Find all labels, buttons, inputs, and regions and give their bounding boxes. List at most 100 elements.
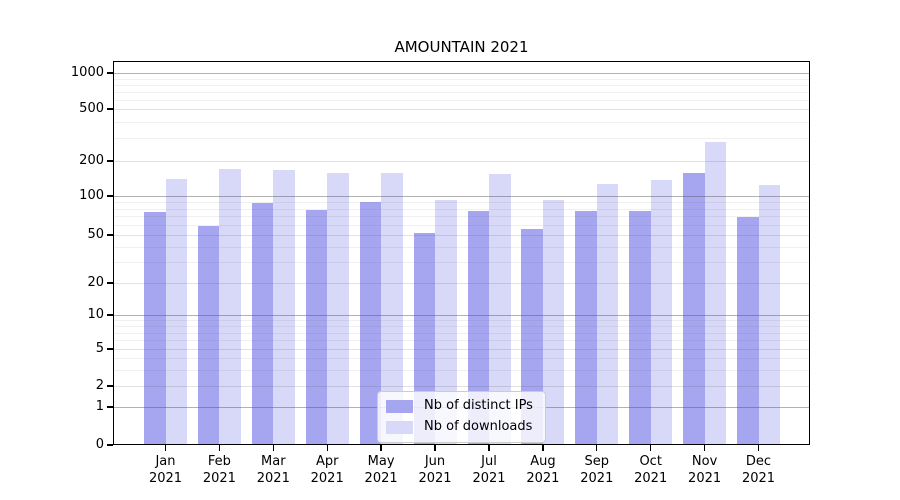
bar-nb-of-downloads-aug-2021 bbox=[542, 200, 565, 445]
bar-nb-of-distinct-ips-dec-2021 bbox=[737, 216, 759, 445]
gridline-20 bbox=[113, 283, 810, 284]
x-tick-label-line: Jan bbox=[155, 454, 176, 469]
gridline-30 bbox=[113, 261, 810, 263]
y-tick-label-50: 50 bbox=[87, 227, 104, 242]
bar-nb-of-downloads-feb-2021 bbox=[219, 169, 241, 445]
legend-swatch-distinct-ips bbox=[386, 399, 413, 413]
y-tick-mark-20 bbox=[107, 282, 113, 284]
x-tick-label-jun-2021: Jun 2021 bbox=[399, 453, 471, 487]
x-tick-label-line: 2021 bbox=[688, 471, 722, 486]
legend-entry-distinct-ips: Nb of distinct IPs bbox=[386, 398, 533, 414]
bar-nb-of-distinct-ips-jan-2021 bbox=[144, 212, 166, 445]
bar-nb-of-distinct-ips-may-2021 bbox=[359, 201, 382, 445]
legend: Nb of distinct IPs Nb of downloads bbox=[377, 391, 546, 443]
x-tick-mark-dec-2021 bbox=[757, 445, 760, 451]
bar-nb-of-downloads-jul-2021 bbox=[489, 173, 511, 445]
bar-nb-of-downloads-oct-2021 bbox=[650, 180, 673, 445]
x-tick-mark-nov-2021 bbox=[703, 445, 706, 451]
y-tick-mark-200 bbox=[107, 160, 113, 162]
bar-nb-of-downloads-may-2021 bbox=[381, 173, 403, 445]
x-tick-label-jul-2021: Jul 2021 bbox=[453, 453, 525, 487]
gridline-80 bbox=[113, 208, 810, 210]
x-tick-mark-jul-2021 bbox=[488, 445, 490, 451]
y-tick-label-5: 5 bbox=[95, 341, 104, 356]
y-tick-label-0: 0 bbox=[95, 437, 104, 452]
gridline-10 bbox=[113, 315, 810, 316]
bar-nb-of-downloads-jan-2021 bbox=[165, 179, 187, 445]
x-tick-label-feb-2021: Feb 2021 bbox=[183, 453, 255, 487]
bar-nb-of-distinct-ips-feb-2021 bbox=[197, 225, 220, 445]
legend-entry-downloads: Nb of downloads bbox=[386, 419, 533, 435]
gridline-1000 bbox=[113, 73, 810, 74]
gridline-100 bbox=[113, 196, 810, 197]
gridline-2 bbox=[113, 386, 810, 387]
x-tick-label-line: 2021 bbox=[202, 471, 236, 486]
x-tick-mark-oct-2021 bbox=[650, 445, 652, 451]
x-tick-label-line: 2021 bbox=[580, 471, 614, 486]
gridline-5 bbox=[113, 349, 810, 350]
gridline-700 bbox=[113, 91, 810, 93]
x-tick-label-jan-2021: Jan 2021 bbox=[130, 453, 202, 487]
gridline-8 bbox=[113, 325, 810, 327]
x-tick-mark-jun-2021 bbox=[434, 445, 436, 451]
x-tick-mark-apr-2021 bbox=[326, 445, 328, 451]
x-tick-label-mar-2021: Mar 2021 bbox=[237, 453, 309, 487]
x-tick-label-line: Aug bbox=[530, 454, 556, 469]
x-tick-mark-feb-2021 bbox=[218, 445, 221, 451]
x-tick-label-line: Feb bbox=[207, 454, 231, 469]
gridline-4 bbox=[113, 358, 810, 359]
x-tick-label-apr-2021: Apr 2021 bbox=[291, 453, 363, 487]
x-tick-label-oct-2021: Oct 2021 bbox=[615, 453, 687, 487]
y-tick-label-200: 200 bbox=[79, 153, 104, 168]
x-tick-mark-sep-2021 bbox=[596, 445, 598, 451]
bar-nb-of-downloads-jun-2021 bbox=[435, 200, 457, 445]
y-tick-mark-500 bbox=[107, 108, 113, 110]
x-tick-label-aug-2021: Aug 2021 bbox=[507, 453, 579, 487]
x-tick-label-line: 2021 bbox=[526, 471, 560, 486]
x-tick-label-line: Nov bbox=[691, 454, 718, 469]
chart-title: AMOUNTAIN 2021 bbox=[394, 38, 529, 56]
y-tick-mark-0 bbox=[107, 444, 113, 446]
y-tick-mark-100 bbox=[107, 195, 113, 197]
legend-label-distinct-ips: Nb of distinct IPs bbox=[424, 398, 533, 413]
x-tick-label-line: Dec bbox=[745, 454, 772, 469]
gridline-900 bbox=[113, 78, 810, 80]
bar-nb-of-downloads-dec-2021 bbox=[758, 185, 780, 445]
x-tick-label-may-2021: May 2021 bbox=[345, 453, 417, 487]
y-tick-label-1: 1 bbox=[95, 399, 104, 414]
x-tick-label-line: 2021 bbox=[418, 471, 452, 486]
gridline-7 bbox=[113, 332, 810, 334]
x-tick-label-line: 2021 bbox=[741, 471, 776, 486]
y-tick-mark-50 bbox=[107, 234, 113, 236]
y-tick-mark-2 bbox=[107, 385, 113, 387]
gridline-90 bbox=[113, 201, 810, 203]
x-tick-label-line: Sep bbox=[584, 454, 610, 469]
x-tick-label-line: Apr bbox=[315, 454, 339, 469]
x-tick-mark-jan-2021 bbox=[164, 445, 167, 451]
x-tick-label-line: May bbox=[367, 454, 395, 469]
bar-nb-of-distinct-ips-apr-2021 bbox=[305, 210, 328, 445]
plot-area: Nb of distinct IPs Nb of downloads bbox=[113, 61, 810, 445]
gridline-9 bbox=[113, 320, 810, 322]
bar-nb-of-downloads-mar-2021 bbox=[273, 169, 295, 445]
bar-nb-of-distinct-ips-oct-2021 bbox=[629, 211, 651, 445]
y-tick-label-2: 2 bbox=[95, 378, 104, 393]
x-tick-label-line: 2021 bbox=[634, 471, 668, 486]
bar-nb-of-downloads-sep-2021 bbox=[596, 183, 619, 445]
x-tick-label-line: 2021 bbox=[472, 471, 506, 486]
y-tick-mark-5 bbox=[107, 348, 113, 350]
x-tick-label-line: 2021 bbox=[364, 471, 398, 486]
x-tick-label-line: Jul bbox=[481, 454, 497, 469]
x-tick-label-line: 2021 bbox=[310, 471, 344, 486]
gridline-6 bbox=[113, 340, 810, 342]
y-tick-mark-10 bbox=[107, 314, 113, 316]
x-tick-label-line: Jun bbox=[424, 454, 446, 469]
x-tick-label-line: Mar bbox=[261, 454, 286, 469]
x-tick-label-nov-2021: Nov 2021 bbox=[669, 453, 741, 487]
gridline-60 bbox=[113, 224, 810, 226]
x-tick-mark-may-2021 bbox=[380, 445, 382, 451]
bar-nb-of-distinct-ips-mar-2021 bbox=[251, 202, 274, 445]
x-tick-label-dec-2021: Dec 2021 bbox=[723, 453, 795, 487]
y-tick-mark-1000 bbox=[107, 72, 113, 74]
